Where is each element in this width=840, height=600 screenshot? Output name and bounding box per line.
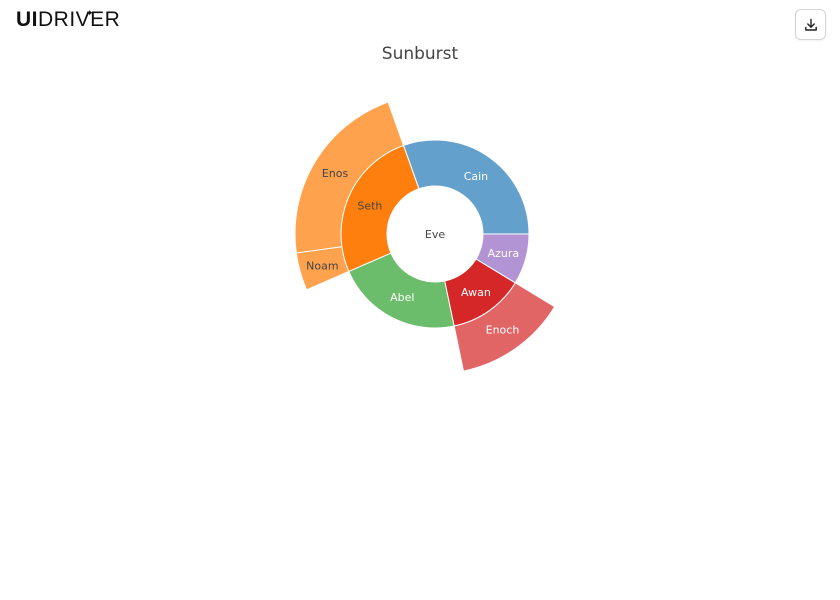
sunburst-label-cain: Cain: [464, 170, 488, 183]
logo-text: DRIVER: [38, 8, 121, 31]
logo-star-icon: ✦: [86, 8, 95, 18]
sunburst-label-noam: Noam: [306, 260, 338, 273]
sunburst-slice-cain[interactable]: [402, 139, 530, 235]
sunburst-label-azura: Azura: [488, 247, 520, 260]
sunburst-label-seth: Seth: [357, 200, 382, 213]
logo-text-bold: UI: [16, 8, 38, 31]
sunburst-label-enoch: Enoch: [486, 324, 520, 337]
sunburst-slice-azura[interactable]: [475, 233, 530, 284]
download-icon: [804, 18, 817, 31]
sunburst-label-abel: Abel: [390, 291, 414, 304]
sunburst-label-enos: Enos: [322, 167, 349, 180]
sunburst-label-eve: Eve: [425, 228, 445, 241]
sunburst-label-awan: Awan: [461, 286, 491, 299]
sunburst-slice-enoch[interactable]: [453, 282, 556, 372]
download-button[interactable]: [795, 9, 826, 40]
chart-title: Sunburst: [381, 44, 459, 64]
uidriver-logo: UIDRIVER ✦: [16, 8, 120, 32]
